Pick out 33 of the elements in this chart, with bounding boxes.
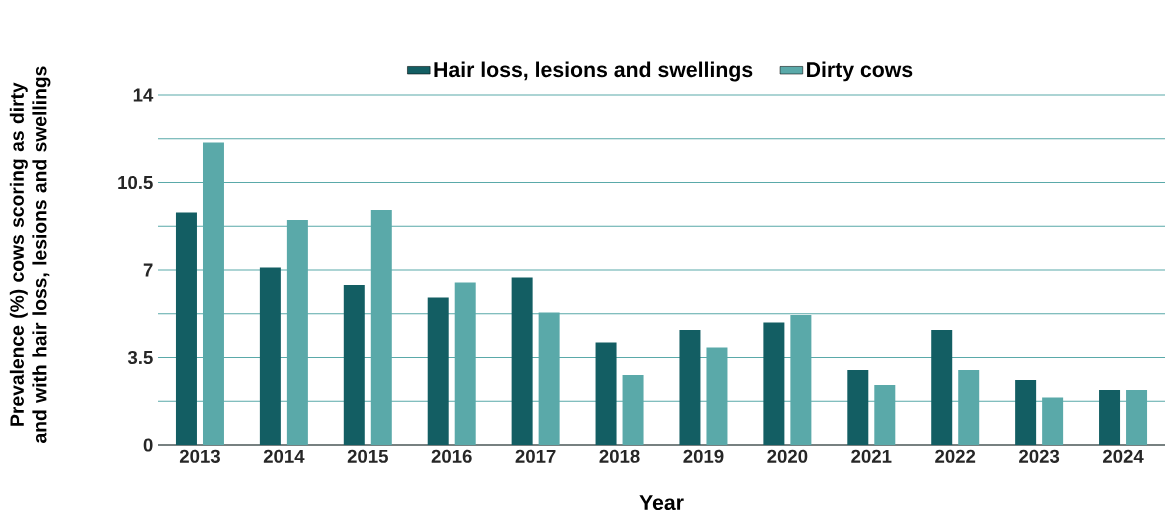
x-tick-label: 2021 [851,449,892,463]
bar [1099,390,1121,445]
x-tick-label: 2020 [767,449,808,463]
bar [679,330,701,445]
bar [175,212,197,445]
bar [427,297,449,445]
bar [343,285,365,445]
y-tick-label: 3.5 [127,350,153,365]
y-tick-label: 14 [133,88,154,102]
x-tick-label: 2014 [263,449,305,463]
y-tick-label: 7 [143,263,153,277]
bar [259,267,281,445]
x-tick-label: 2015 [347,449,388,463]
x-tick-label: 2023 [1019,449,1060,463]
x-tick-label: 2016 [431,449,472,463]
bar [595,342,617,445]
y-axis-title: Prevalence (%) cows scoring as dirty and with hair loss, lesions and swellings [9,66,51,443]
x-tick-label: 2018 [599,449,640,463]
x-tick-label: 2022 [935,449,976,463]
bar [511,277,533,445]
x-axis-title: Year [639,495,684,511]
bar [1015,380,1037,445]
bar [847,370,869,445]
x-tick-label: 2019 [683,449,724,463]
bar [931,330,953,445]
bar [763,322,785,445]
x-tick-label: 2013 [179,449,220,463]
y-tick-label: 0 [143,438,153,452]
legend-label: Dirty cows [807,61,913,82]
legend-label: Hair loss, lesions and swellings [434,61,753,82]
x-tick-label: 2017 [515,449,556,463]
x-tick-label: 2024 [1103,449,1144,463]
y-tick-label: 10.5 [118,175,153,190]
